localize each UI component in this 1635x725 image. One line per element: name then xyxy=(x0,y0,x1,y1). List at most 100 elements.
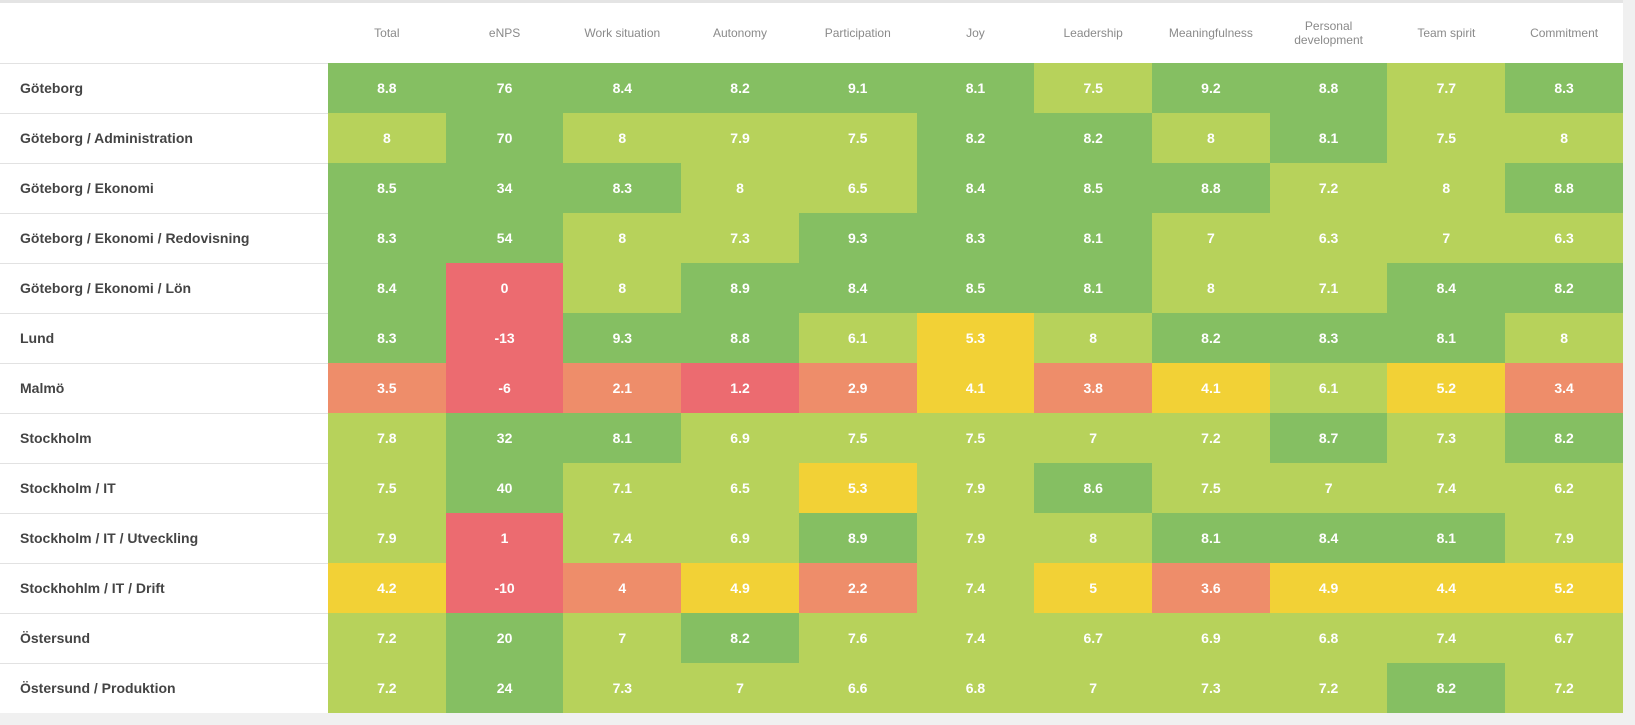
heatmap-cell[interactable]: 7.9 xyxy=(916,463,1035,513)
heatmap-cell[interactable]: 7.4 xyxy=(1387,613,1506,663)
heatmap-cell[interactable]: 8 xyxy=(1152,263,1270,313)
heatmap-cell[interactable]: 7.7 xyxy=(1387,63,1506,113)
heatmap-cell[interactable]: 8.4 xyxy=(916,163,1035,213)
heatmap-cell[interactable]: 8.2 xyxy=(916,113,1035,163)
heatmap-cell[interactable]: 8.1 xyxy=(1387,513,1506,563)
heatmap-cell[interactable]: 8.3 xyxy=(1269,313,1388,363)
heatmap-cell[interactable]: 4.2 xyxy=(328,563,446,613)
heatmap-cell[interactable]: 7.9 xyxy=(681,113,799,163)
heatmap-cell[interactable]: 8 xyxy=(1387,163,1506,213)
heatmap-cell[interactable]: 3.6 xyxy=(1152,563,1270,613)
heatmap-cell[interactable]: 7 xyxy=(1152,213,1270,263)
heatmap-cell[interactable]: 8 xyxy=(563,113,682,163)
heatmap-cell[interactable]: -10 xyxy=(445,563,564,613)
heatmap-cell[interactable]: 7.5 xyxy=(916,413,1035,463)
heatmap-cell[interactable]: 8.4 xyxy=(328,263,446,313)
heatmap-cell[interactable]: 6.8 xyxy=(1269,613,1388,663)
heatmap-cell[interactable]: 8.1 xyxy=(1387,313,1506,363)
heatmap-cell[interactable]: 8 xyxy=(1152,113,1270,163)
column-header-autonomy[interactable]: Autonomy xyxy=(713,26,768,40)
heatmap-cell[interactable]: 6.1 xyxy=(798,313,917,363)
heatmap-cell[interactable]: 7.2 xyxy=(1505,663,1623,713)
row-label[interactable]: Malmö xyxy=(0,362,328,413)
row-label[interactable]: Göteborg / Administration xyxy=(0,112,328,163)
heatmap-cell[interactable]: 8.1 xyxy=(1269,113,1388,163)
row-label[interactable]: Stockholm / IT xyxy=(0,462,328,513)
heatmap-cell[interactable]: 7.3 xyxy=(681,213,799,263)
heatmap-cell[interactable]: 8.5 xyxy=(916,263,1035,313)
heatmap-cell[interactable]: 8 xyxy=(1034,513,1153,563)
heatmap-cell[interactable]: 8.3 xyxy=(916,213,1035,263)
heatmap-cell[interactable]: 1.2 xyxy=(681,363,799,413)
heatmap-cell[interactable]: 8 xyxy=(563,213,682,263)
heatmap-cell[interactable]: 7.2 xyxy=(328,663,446,713)
heatmap-cell[interactable]: 8.4 xyxy=(1387,263,1506,313)
heatmap-cell[interactable]: 7 xyxy=(1269,463,1388,513)
heatmap-cell[interactable]: 8.2 xyxy=(1505,263,1623,313)
heatmap-cell[interactable]: 8.4 xyxy=(563,63,682,113)
heatmap-cell[interactable]: 7.4 xyxy=(916,613,1035,663)
heatmap-cell[interactable]: 8.4 xyxy=(1269,513,1388,563)
heatmap-cell[interactable]: 7.4 xyxy=(1387,463,1506,513)
heatmap-cell[interactable]: 8.2 xyxy=(681,613,799,663)
heatmap-cell[interactable]: 8.8 xyxy=(681,313,799,363)
heatmap-cell[interactable]: 8.2 xyxy=(681,63,799,113)
heatmap-cell[interactable]: 6.5 xyxy=(681,463,799,513)
column-header-team-spirit[interactable]: Team spirit xyxy=(1417,26,1476,40)
heatmap-cell[interactable]: 32 xyxy=(445,413,564,463)
row-label[interactable]: Lund xyxy=(0,312,328,363)
heatmap-cell[interactable]: 7.2 xyxy=(328,613,446,663)
heatmap-cell[interactable]: 3.4 xyxy=(1505,363,1623,413)
heatmap-cell[interactable]: 9.1 xyxy=(798,63,917,113)
heatmap-cell[interactable]: 8.6 xyxy=(1034,463,1153,513)
heatmap-cell[interactable]: 8.5 xyxy=(328,163,446,213)
heatmap-cell[interactable]: 7.5 xyxy=(1152,463,1270,513)
heatmap-cell[interactable]: 8 xyxy=(1505,313,1623,363)
heatmap-cell[interactable]: 8.2 xyxy=(1034,113,1153,163)
column-header-commitment[interactable]: Commitment xyxy=(1530,26,1599,40)
heatmap-cell[interactable]: 4.9 xyxy=(681,563,799,613)
heatmap-cell[interactable]: 8 xyxy=(563,263,682,313)
heatmap-cell[interactable]: 8.2 xyxy=(1152,313,1270,363)
row-label[interactable]: Göteborg xyxy=(0,62,328,113)
heatmap-cell[interactable]: 7.9 xyxy=(328,513,446,563)
heatmap-cell[interactable]: 7.1 xyxy=(1269,263,1388,313)
heatmap-cell[interactable]: 6.6 xyxy=(798,663,917,713)
column-header-leadership[interactable]: Leadership xyxy=(1063,26,1123,40)
heatmap-cell[interactable]: 7.3 xyxy=(1152,663,1270,713)
heatmap-cell[interactable]: 6.5 xyxy=(798,163,917,213)
heatmap-cell[interactable]: 6.2 xyxy=(1505,463,1623,513)
heatmap-cell[interactable]: 8.1 xyxy=(563,413,682,463)
column-header-work-situation[interactable]: Work situation xyxy=(584,26,661,40)
heatmap-cell[interactable]: 9.3 xyxy=(563,313,682,363)
column-header-enps[interactable]: eNPS xyxy=(488,26,521,40)
column-header-participation[interactable]: Participation xyxy=(824,26,891,40)
heatmap-cell[interactable]: 2.9 xyxy=(798,363,917,413)
heatmap-cell[interactable]: 0 xyxy=(445,263,564,313)
heatmap-cell[interactable]: 8.1 xyxy=(1034,263,1153,313)
heatmap-cell[interactable]: -13 xyxy=(445,313,564,363)
heatmap-cell[interactable]: 4.4 xyxy=(1387,563,1506,613)
heatmap-cell[interactable]: 6.7 xyxy=(1034,613,1153,663)
heatmap-cell[interactable]: 7.8 xyxy=(328,413,446,463)
heatmap-cell[interactable]: 34 xyxy=(445,163,564,213)
heatmap-cell[interactable]: 8.2 xyxy=(1505,413,1623,463)
heatmap-cell[interactable]: 7.5 xyxy=(328,463,446,513)
heatmap-cell[interactable]: 6.7 xyxy=(1505,613,1623,663)
heatmap-cell[interactable]: 8.3 xyxy=(328,213,446,263)
heatmap-cell[interactable]: 8.5 xyxy=(1034,163,1153,213)
heatmap-cell[interactable]: 2.2 xyxy=(798,563,917,613)
heatmap-cell[interactable]: 7.6 xyxy=(798,613,917,663)
heatmap-cell[interactable]: 76 xyxy=(445,63,564,113)
heatmap-cell[interactable]: 6.9 xyxy=(681,513,799,563)
row-label[interactable]: Stockhohlm / IT / Drift xyxy=(0,562,328,613)
heatmap-cell[interactable]: 2.1 xyxy=(563,363,682,413)
heatmap-cell[interactable]: 7 xyxy=(1387,213,1506,263)
heatmap-cell[interactable]: 8.8 xyxy=(1152,163,1270,213)
heatmap-cell[interactable]: 5.2 xyxy=(1505,563,1623,613)
heatmap-cell[interactable]: 54 xyxy=(445,213,564,263)
heatmap-cell[interactable]: 7.3 xyxy=(563,663,682,713)
heatmap-cell[interactable]: 5 xyxy=(1034,563,1153,613)
heatmap-cell[interactable]: 8.8 xyxy=(328,63,446,113)
heatmap-cell[interactable]: 6.3 xyxy=(1505,213,1623,263)
